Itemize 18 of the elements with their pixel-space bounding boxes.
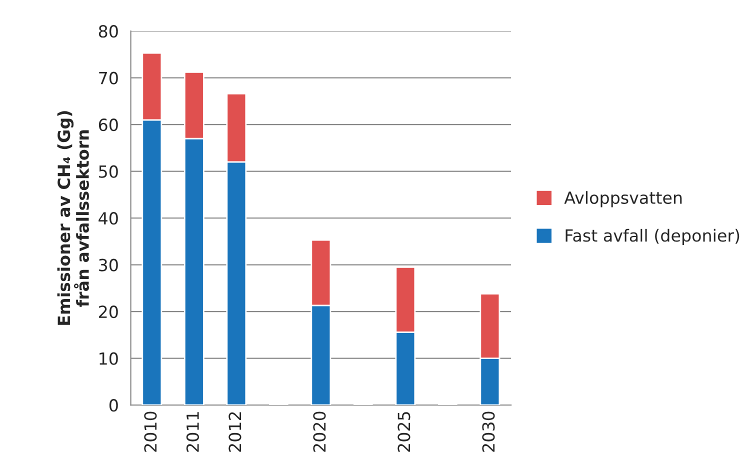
y-tick-label: 80 (98, 25, 118, 38)
y-axis-title: Emissioner av CH₄ (Gg) från avfallssektorn (57, 111, 89, 325)
x-tick-label: 2012 (228, 412, 242, 452)
legend-label: Fast avfall (deponier) (566, 228, 740, 246)
y-tick-label: 70 (99, 72, 118, 84)
x-tick-label: 2030 (482, 412, 495, 452)
y-tick-label: 50 (99, 165, 118, 178)
x-tick-label: 2011 (186, 412, 199, 452)
y-tick-label: 10 (100, 352, 118, 365)
y-tick-label: 60 (98, 118, 118, 132)
x-tick-label: 2020 (313, 412, 326, 452)
y-tick-label: 0 (109, 399, 118, 412)
y-tick-label: 20 (98, 306, 118, 318)
x-tick-label: 2025 (398, 412, 410, 452)
x-tick-label: 2010 (144, 412, 157, 452)
legend-label: Avloppsvatten (564, 191, 682, 208)
y-tick-label: 40 (98, 212, 118, 225)
y-tick-label: 30 (99, 258, 118, 272)
